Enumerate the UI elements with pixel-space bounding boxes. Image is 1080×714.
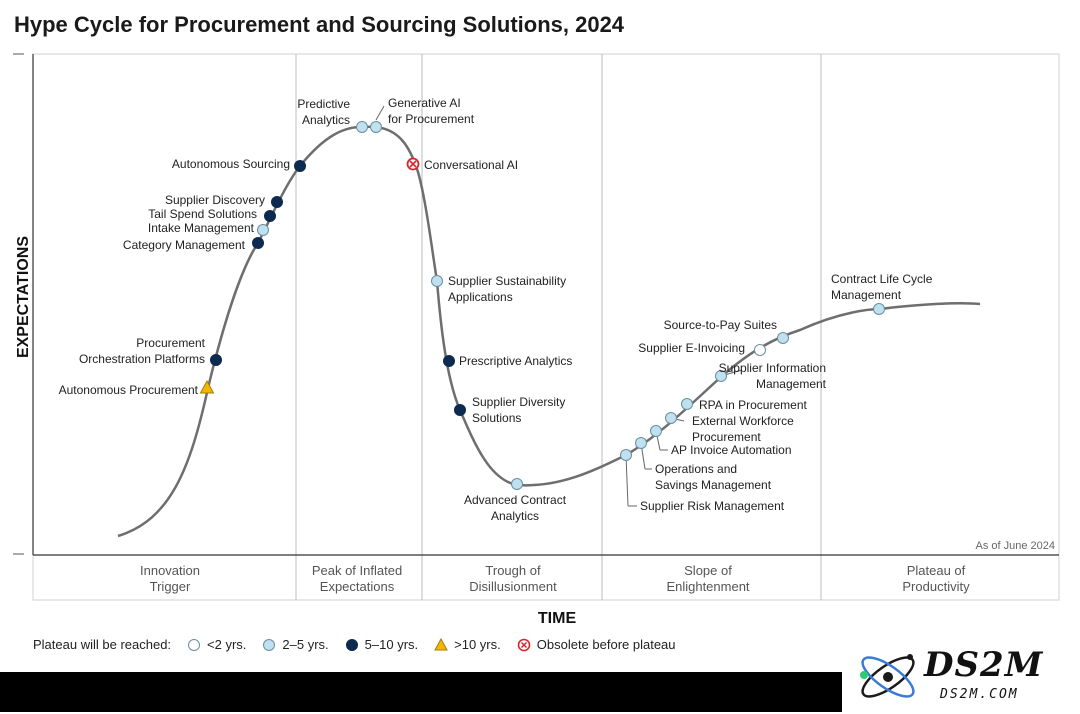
data-point-label: Tail Spend Solutions	[148, 207, 257, 221]
data-point-marker	[511, 478, 523, 490]
data-point-label: Category Management	[123, 238, 246, 252]
data-point-marker	[443, 355, 455, 367]
data-point-label: Supplier E-Invoicing	[638, 341, 745, 355]
data-point-label: Advanced Contract Analytics	[464, 493, 567, 523]
legend-item: <2 yrs.	[187, 637, 246, 652]
legend-swatch	[434, 637, 448, 650]
leader-line	[375, 105, 385, 121]
phase-label: Peak of Inflated Expectations	[312, 563, 402, 594]
data-point-marker	[715, 370, 727, 382]
black-bar	[0, 672, 842, 712]
data-point-marker	[620, 449, 632, 461]
ds2m-logo: DS2M DS2M.COM	[852, 645, 1072, 709]
data-point-marker	[271, 196, 283, 208]
logo-text: DS2M	[924, 645, 1044, 685]
phase-label: Slope of Enlightenment	[666, 563, 749, 594]
legend-item: 5–10 yrs.	[345, 637, 418, 652]
legend-item: 2–5 yrs.	[262, 637, 329, 652]
data-point-marker	[754, 344, 766, 356]
atom-icon	[860, 654, 915, 698]
legend-item: Obsolete before plateau	[517, 637, 676, 652]
data-point-label: Supplier Sustainability Applications	[448, 274, 566, 304]
phase-label: Plateau of Productivity	[902, 563, 970, 594]
data-point-marker	[665, 412, 677, 424]
data-point-label: Procurement Orchestration Platforms	[79, 336, 206, 366]
data-point-label: Supplier Diversity Solutions	[472, 395, 565, 425]
legend-label: 2–5 yrs.	[282, 637, 329, 652]
data-point-marker	[635, 437, 647, 449]
data-point-marker	[210, 354, 222, 366]
legend-swatch	[263, 638, 276, 651]
data-point-label: Conversational AI	[424, 158, 518, 172]
data-point-marker	[777, 332, 789, 344]
data-point-label: Predictive Analytics	[297, 97, 350, 127]
data-point-marker	[431, 275, 443, 287]
data-point-marker-cross	[409, 160, 417, 168]
data-point-label: RPA in Procurement	[699, 398, 807, 412]
data-point-label: Generative AI for Procurement	[388, 96, 475, 126]
data-point-marker	[681, 398, 693, 410]
data-point-marker	[873, 303, 885, 315]
data-point-label: Prescriptive Analytics	[459, 354, 572, 368]
data-point-marker	[252, 237, 264, 249]
hype-curve	[117, 125, 981, 538]
legend-label: Obsolete before plateau	[536, 637, 676, 652]
data-point-label: Contract Life Cycle Management	[831, 272, 933, 302]
data-point-marker	[356, 121, 368, 133]
phase-label: Innovation Trigger	[140, 563, 200, 594]
x-axis-label: TIME	[538, 610, 577, 627]
legend: Plateau will be reached: <2 yrs. 2–5 yrs.…	[33, 637, 676, 652]
phase-label: Trough of Disillusionment	[469, 563, 557, 594]
data-point-marker	[650, 425, 662, 437]
data-point-label: Autonomous Procurement	[59, 383, 199, 397]
legend-swatch	[517, 638, 531, 651]
legend-label: >10 yrs.	[454, 637, 501, 652]
logo-subtext: DS2M.COM	[940, 687, 1019, 702]
data-point-marker	[454, 404, 466, 416]
data-point-label: External Workforce Procurement	[692, 414, 794, 444]
chart-frame	[32, 53, 1060, 601]
data-point-marker	[264, 210, 276, 222]
data-point-marker	[370, 121, 382, 133]
chart-title: Hype Cycle for Procurement and Sourcing …	[14, 12, 625, 37]
data-point-label: Source-to-Pay Suites	[664, 318, 777, 332]
legend-label: 5–10 yrs.	[364, 637, 419, 652]
data-point-marker	[294, 160, 306, 172]
as-of-label: As of June 2024	[975, 540, 1055, 552]
data-point-label: Operations and Savings Management	[655, 462, 772, 492]
data-point-label: AP Invoice Automation	[671, 443, 792, 457]
data-point-marker	[199, 379, 215, 394]
y-axis-label: EXPECTATIONS	[15, 236, 32, 358]
data-point-label: Supplier Information Management	[719, 361, 827, 391]
legend-item: >10 yrs.	[434, 637, 501, 652]
data-point-label: Autonomous Sourcing	[172, 157, 290, 171]
legend-swatch	[188, 638, 201, 651]
data-point-label: Supplier Discovery	[165, 193, 265, 207]
legend-title: Plateau will be reached:	[33, 637, 172, 652]
leader-line	[625, 454, 629, 507]
legend-label: <2 yrs.	[207, 637, 247, 652]
data-point-marker	[257, 224, 269, 236]
data-point-label: Supplier Risk Management	[640, 499, 785, 513]
data-point-label: Intake Management	[148, 221, 255, 235]
legend-swatch	[345, 638, 358, 651]
